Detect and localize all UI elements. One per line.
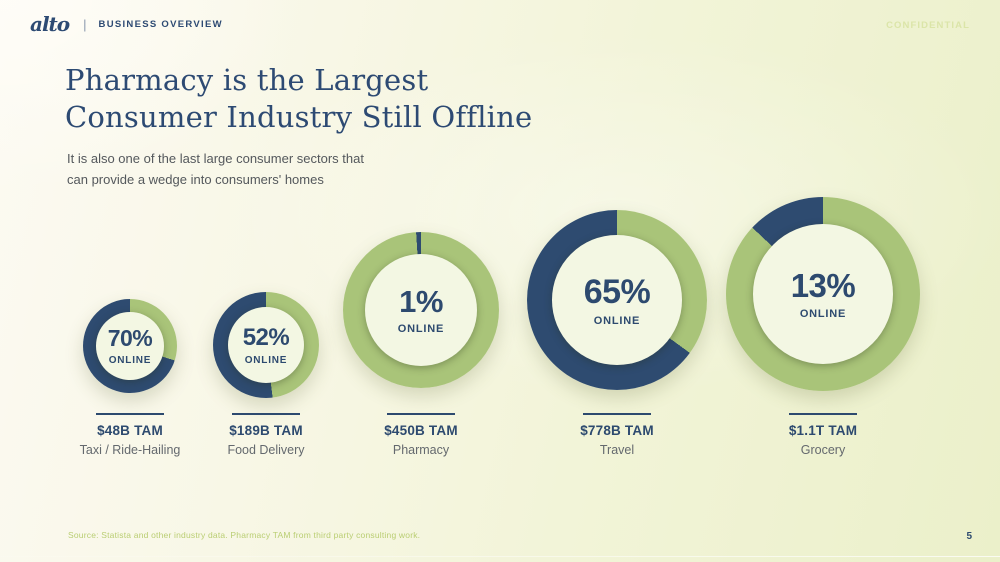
header-separator-icon: | bbox=[83, 17, 87, 32]
tam-value: $450B TAM bbox=[384, 423, 458, 438]
industry-name: Food Delivery bbox=[227, 443, 305, 457]
online-caption: ONLINE bbox=[593, 314, 641, 327]
section-label: BUSINESS OVERVIEW bbox=[98, 19, 223, 30]
online-caption: ONLINE bbox=[244, 354, 288, 366]
donut-ring: 52% ONLINE bbox=[213, 292, 319, 398]
donut-center: 70% ONLINE bbox=[96, 312, 164, 380]
donut-center: 52% ONLINE bbox=[227, 306, 305, 384]
donut-center: 65% ONLINE bbox=[552, 235, 682, 365]
donut-ring: 65% ONLINE bbox=[527, 210, 707, 390]
slide-title-line2: Consumer Industry Still Offline bbox=[65, 100, 533, 134]
industry-name: Taxi / Ride-Hailing bbox=[79, 443, 181, 457]
online-caption: ONLINE bbox=[799, 308, 847, 321]
tam-value: $48B TAM bbox=[97, 423, 163, 438]
tam-divider-line bbox=[96, 413, 164, 415]
online-percentage: 1% bbox=[399, 284, 443, 320]
tam-divider-line bbox=[789, 413, 857, 415]
source-note: Source: Statista and other industry data… bbox=[68, 530, 421, 540]
donut-ring: 1% ONLINE bbox=[343, 232, 499, 388]
slide-title: Pharmacy is the Largest Consumer Industry… bbox=[65, 62, 532, 136]
slide-subtitle-line2: can provide a wedge into consumers' home… bbox=[67, 172, 324, 187]
alto-logo: alto bbox=[30, 12, 70, 36]
donut-ring: 70% ONLINE bbox=[83, 299, 177, 393]
donut-center: 1% ONLINE bbox=[364, 253, 478, 367]
confidential-label: CONFIDENTIAL bbox=[886, 20, 970, 31]
tam-divider-line bbox=[232, 413, 300, 415]
slide-subtitle-line1: It is also one of the last large consume… bbox=[67, 151, 364, 166]
online-percentage: 13% bbox=[790, 267, 856, 305]
tam-value: $778B TAM bbox=[580, 423, 654, 438]
slide-title-line1: Pharmacy is the Largest bbox=[65, 63, 429, 97]
industry-column-label: $1.1T TAM Grocery bbox=[728, 413, 918, 457]
donut-center: 13% ONLINE bbox=[753, 224, 893, 364]
tam-value: $189B TAM bbox=[229, 423, 303, 438]
donut-ring: 13% ONLINE bbox=[726, 197, 920, 391]
online-caption: ONLINE bbox=[108, 355, 152, 367]
industry-column-label: $189B TAM Food Delivery bbox=[171, 413, 361, 457]
footer-divider bbox=[0, 556, 1000, 557]
online-percentage: 65% bbox=[583, 272, 651, 311]
tam-divider-line bbox=[387, 413, 455, 415]
slide-subtitle: It is also one of the last large consume… bbox=[67, 148, 364, 190]
tam-divider-line bbox=[583, 413, 651, 415]
industry-column-label: $450B TAM Pharmacy bbox=[326, 413, 516, 457]
page-number: 5 bbox=[966, 531, 972, 542]
header: alto | BUSINESS OVERVIEW CONFIDENTIAL bbox=[30, 12, 970, 36]
online-caption: ONLINE bbox=[397, 323, 445, 336]
industry-name: Pharmacy bbox=[392, 443, 450, 457]
industry-column-label: $778B TAM Travel bbox=[522, 413, 712, 457]
tam-value: $1.1T TAM bbox=[788, 423, 858, 438]
online-percentage: 52% bbox=[242, 323, 290, 351]
industry-name: Grocery bbox=[800, 443, 846, 457]
online-percentage: 70% bbox=[107, 325, 153, 352]
industry-name: Travel bbox=[599, 443, 635, 457]
industry-column-label: $48B TAM Taxi / Ride-Hailing bbox=[35, 413, 225, 457]
